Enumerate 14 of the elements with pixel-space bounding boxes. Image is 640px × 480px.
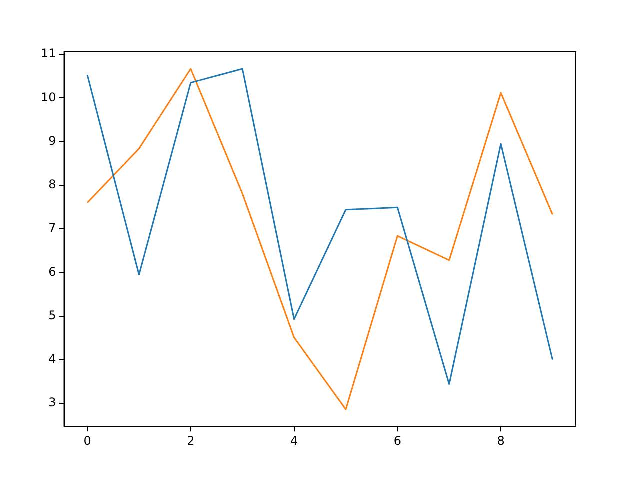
y-tick-label: 6	[48, 264, 56, 279]
y-tick-label: 11	[40, 46, 56, 61]
y-tick-label: 5	[48, 308, 56, 322]
y-tick-label: 4	[48, 352, 56, 366]
x-tick-label: 4	[290, 434, 298, 448]
y-tick-label: 10	[40, 90, 56, 104]
y-tick-label: 3	[48, 396, 56, 410]
y-tick-label: 9	[48, 134, 56, 148]
x-tick-label: 6	[394, 434, 402, 448]
x-tick-label: 8	[497, 434, 505, 448]
x-tick-label: 2	[187, 434, 195, 448]
x-tick-label: 0	[84, 434, 92, 448]
y-tick-label: 7	[48, 221, 56, 236]
y-tick-label: 8	[48, 178, 56, 192]
